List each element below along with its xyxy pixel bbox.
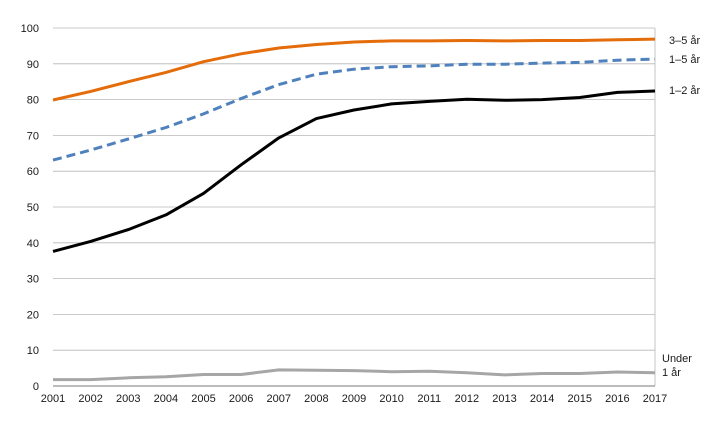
x-tick-label: 2001 <box>41 393 65 405</box>
gridlines <box>53 27 656 386</box>
series-line-3-5-r <box>52 37 656 102</box>
x-tick-label: 2005 <box>191 393 215 405</box>
x-tick-label: 2002 <box>78 393 102 405</box>
x-tick-label: 2006 <box>229 393 253 405</box>
x-tick-label: 2009 <box>342 393 366 405</box>
y-tick-label: 40 <box>27 238 39 250</box>
y-tick-label: 60 <box>27 166 39 178</box>
y-tick-label: 70 <box>27 130 39 142</box>
x-tick-label: 2008 <box>304 393 328 405</box>
y-tick-label: 50 <box>27 202 39 214</box>
x-tick-label: 2014 <box>530 393 554 405</box>
y-tick-label: 80 <box>27 95 39 107</box>
series-labels: 3–5 år 1–5 år 1–2 år Under 1 år <box>662 35 701 379</box>
y-tick-label: 90 <box>27 59 39 71</box>
x-tick-label: 2015 <box>568 393 592 405</box>
series-lines <box>52 37 656 382</box>
series-label: 1–5 år <box>669 54 701 66</box>
series-label: Under <box>662 353 692 365</box>
x-tick-label: 2011 <box>417 393 441 405</box>
x-tick-label: 2004 <box>154 393 178 405</box>
x-tick-label: 2012 <box>455 393 479 405</box>
series-label: 1 år <box>662 367 681 379</box>
series-label: 3–5 år <box>669 35 701 47</box>
x-tick-label: 2003 <box>116 393 140 405</box>
y-tick-label: 30 <box>27 274 39 286</box>
x-tick-label: 2010 <box>379 393 403 405</box>
y-tick-label: 0 <box>33 381 39 393</box>
y-tick-label: 100 <box>21 23 39 35</box>
series-line-under-1-r <box>53 368 656 382</box>
series-line-1-5-r <box>52 57 656 162</box>
x-tick-label: 2016 <box>605 393 629 405</box>
y-tick-labels: 0 10 20 30 40 50 60 70 80 90 100 <box>21 23 39 393</box>
series-line-1-2-r <box>52 89 656 253</box>
x-tick-label: 2017 <box>643 393 667 405</box>
y-tick-label: 20 <box>27 309 39 321</box>
y-tick-label: 10 <box>27 345 39 357</box>
x-tick-label: 2007 <box>267 393 291 405</box>
series-label: 1–2 år <box>669 85 701 97</box>
x-tick-labels: 2001 2002 2003 2004 2005 2006 2007 2008 2009 2010… <box>41 393 667 405</box>
x-tick-label: 2013 <box>492 393 516 405</box>
